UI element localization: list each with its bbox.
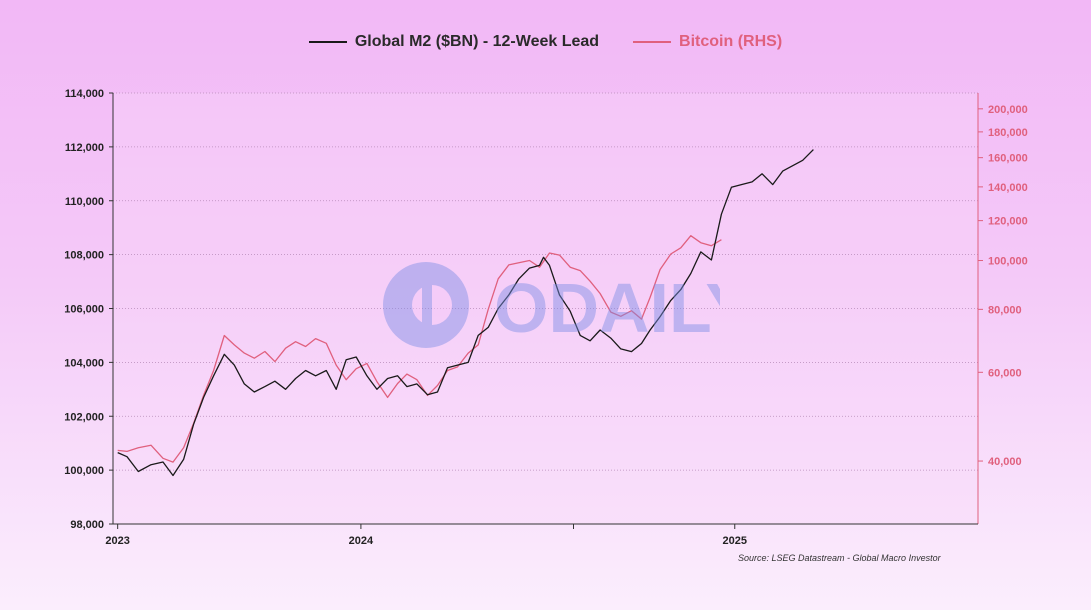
y-right-tick-label: 140,000 [988,182,1028,194]
series-line-global-m2 [117,149,814,477]
y-right-tick-label: 60,000 [988,367,1022,379]
y-left-tick-label: 102,000 [64,411,104,423]
legend-label-bitcoin: Bitcoin (RHS) [679,33,783,50]
chart-source-note: Source: LSEG Datastream - Global Macro I… [738,553,941,563]
y-left-tick-label: 108,000 [64,250,104,262]
y-right-tick-label: 160,000 [988,153,1028,165]
y-right-tick-label: 200,000 [988,104,1028,116]
y-right-tick-label: 80,000 [988,304,1022,316]
y-left-tick-label: 104,000 [64,357,104,369]
chart-legend: Global M2 ($BN) - 12-Week Lead Bitcoin (… [0,31,1091,53]
y-left-tick-label: 112,000 [65,142,104,154]
legend-item-bitcoin: Bitcoin (RHS) [633,31,782,53]
legend-label-global-m2: Global M2 ($BN) - 12-Week Lead [354,33,600,50]
x-tick-label: 2023 [105,535,129,547]
y-right-tick-label: 180,000 [988,127,1028,139]
y-left-tick-label: 110,000 [65,196,104,208]
y-left-tick-label: 106,000 [64,304,104,316]
y-left-tick-label: 100,000 [64,465,104,477]
watermark-logo: ODAILY [383,262,720,348]
legend-swatch-bitcoin [633,41,672,43]
legend-item-global-m2: Global M2 ($BN) - 12-Week Lead [308,31,600,53]
y-right-tick-label: 120,000 [988,216,1028,228]
series-line-bitcoin [117,235,722,463]
watermark-emblem-icon [383,262,469,348]
y-right-tick-label: 100,000 [988,256,1028,268]
y-right-tick-label: 40,000 [988,456,1022,468]
watermark-text: ODAILY [494,269,720,347]
legend-swatch-global-m2 [308,41,347,43]
x-tick-label: 2024 [349,535,374,547]
y-left-tick-label: 114,000 [65,88,104,100]
x-tick-label: 2025 [723,535,747,547]
y-left-tick-label: 98,000 [70,519,104,531]
